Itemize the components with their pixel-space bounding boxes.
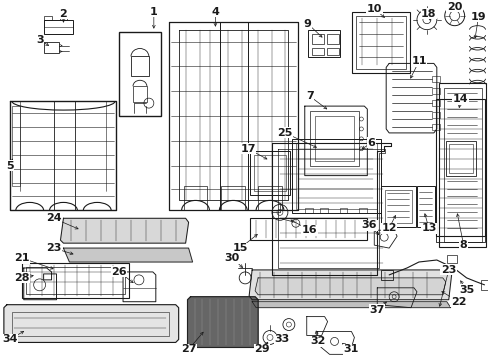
Bar [327,33,339,44]
Text: 1: 1 [150,7,158,17]
Text: 16: 16 [302,225,318,235]
Text: 35: 35 [459,285,474,295]
Bar [308,30,340,58]
Text: 19: 19 [471,12,487,22]
Bar [432,88,440,94]
Text: 4: 4 [212,7,220,17]
Bar [352,12,410,73]
Bar [184,185,207,210]
Bar [250,218,368,240]
Text: 28: 28 [14,273,29,283]
Text: 7: 7 [306,91,314,101]
Text: 22: 22 [451,297,466,307]
Text: 32: 32 [310,337,325,346]
Bar [250,151,290,195]
Bar [432,76,440,82]
Bar [221,185,245,210]
Text: 18: 18 [421,9,437,19]
Bar [312,33,323,44]
Polygon shape [60,218,189,243]
Bar [44,16,51,20]
Text: 11: 11 [411,57,427,67]
Text: 15: 15 [233,243,248,253]
Bar [44,20,74,33]
Bar [356,16,406,69]
Bar [22,263,129,298]
Text: 25: 25 [277,128,293,138]
Bar [292,139,381,213]
Bar [481,280,489,290]
Bar [44,41,58,54]
Bar [131,57,149,76]
Text: 3: 3 [36,35,44,45]
Bar [315,116,354,161]
Text: 26: 26 [111,267,127,277]
Bar [59,16,68,20]
Text: 23: 23 [441,265,456,275]
Text: 24: 24 [46,213,61,223]
Text: 33: 33 [274,334,290,345]
Bar [447,255,457,263]
Text: 21: 21 [14,253,29,263]
Text: 12: 12 [381,223,397,233]
Bar [439,83,487,247]
Text: 14: 14 [453,94,468,104]
Bar [319,208,328,213]
Text: 30: 30 [224,253,240,263]
Bar [119,32,161,116]
Polygon shape [64,248,193,262]
Bar [381,185,416,227]
Polygon shape [255,278,446,295]
Bar [432,100,440,106]
Bar [312,48,323,55]
Bar [296,143,377,210]
Bar [258,185,282,210]
Polygon shape [4,305,179,342]
Bar [133,86,147,102]
Bar [444,88,482,242]
Bar [12,106,20,185]
Text: 36: 36 [362,220,377,230]
Bar [327,48,339,55]
Text: 10: 10 [367,4,382,14]
Bar [254,155,286,192]
Bar [432,112,440,118]
Text: 8: 8 [460,240,467,250]
Text: 29: 29 [254,345,270,354]
Bar [446,141,476,176]
Text: 37: 37 [369,305,385,315]
Bar [432,124,440,130]
Text: 2: 2 [60,9,67,19]
Polygon shape [249,270,452,300]
Text: 6: 6 [368,138,375,148]
Text: 31: 31 [344,345,359,354]
Text: 27: 27 [181,345,196,354]
Bar [381,270,393,280]
Text: 17: 17 [241,144,256,154]
Bar [359,208,368,213]
Polygon shape [252,302,451,308]
Text: 23: 23 [46,243,61,253]
Bar [12,312,169,337]
Text: 5: 5 [6,161,14,171]
Bar [449,144,472,173]
Text: 34: 34 [2,334,18,345]
Bar [385,189,412,223]
Text: 9: 9 [304,19,312,29]
Bar [436,99,486,236]
Bar [26,267,125,294]
Bar [305,208,313,213]
Bar [340,208,347,213]
Polygon shape [188,297,258,347]
Text: 20: 20 [447,2,463,12]
Bar [417,185,435,227]
Bar [310,111,359,166]
Text: 13: 13 [421,223,437,233]
